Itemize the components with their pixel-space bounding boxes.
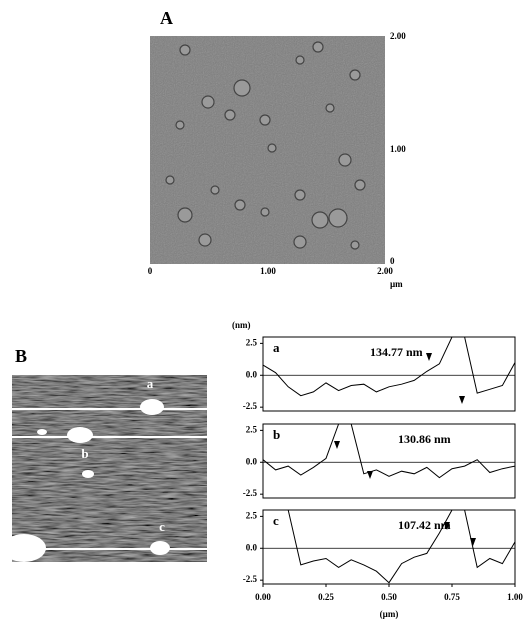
- x-label: (µm): [380, 609, 399, 619]
- x-tick-label: 0.25: [318, 592, 334, 602]
- scan-lines: [12, 408, 207, 550]
- afm-texture: [150, 36, 385, 264]
- panel-label: B: [15, 346, 27, 366]
- x-tick-label: 0.50: [381, 592, 397, 602]
- y-tick-label: -2.5: [243, 401, 258, 411]
- tick-label: 2.00: [377, 266, 393, 276]
- panel-letter: c: [273, 513, 279, 528]
- line-label: b: [81, 446, 88, 461]
- y-tick-label: 0.0: [246, 542, 258, 552]
- tick-label: 1.00: [260, 266, 276, 276]
- plot-frame: [262, 509, 516, 585]
- profile-line: [262, 336, 516, 397]
- annotation: 107.42 nm: [398, 518, 451, 532]
- y-tick-label: 0.0: [246, 456, 258, 466]
- plot-frame: [262, 423, 516, 499]
- panel-letter: a: [273, 340, 280, 355]
- x-tick-label: 1.00: [507, 592, 523, 602]
- tick-label: 0: [148, 266, 153, 276]
- profile-line: [263, 509, 516, 584]
- tick-label: 0: [390, 256, 395, 266]
- afm-texture: [12, 375, 207, 562]
- y-tick-label: -2.5: [243, 574, 258, 584]
- y-tick-label: 2.5: [246, 510, 258, 520]
- profile-line: [262, 423, 516, 479]
- x-tick-label: 0.75: [444, 592, 460, 602]
- panel-letter: b: [273, 427, 280, 442]
- line-label: c: [159, 519, 165, 534]
- y-tick-label: 2.5: [246, 424, 258, 434]
- tick-label: 2.00: [390, 31, 406, 41]
- panel-label: A: [160, 8, 173, 28]
- y-label: (nm): [232, 320, 251, 330]
- y-tick-label: 2.5: [246, 337, 258, 347]
- y-tick-label: 0.0: [246, 369, 258, 379]
- annotation: 134.77 nm: [370, 345, 423, 359]
- particles: [165, 41, 366, 250]
- x-tick-label: 0.00: [255, 592, 271, 602]
- annotation: 130.86 nm: [398, 432, 451, 446]
- y-tick-label: -2.5: [243, 488, 258, 498]
- arrows: [334, 353, 476, 546]
- tick-label: 1.00: [390, 144, 406, 154]
- unit: µm: [390, 279, 403, 289]
- plot-frame: [262, 336, 516, 412]
- axis-a: 2.00 1.00 0 0 1.00 2.00 µm: [148, 31, 407, 289]
- line-label: a: [147, 376, 154, 391]
- profile-plots: 2.5 0.0 -2.5 a 134.77 nm 2.5 0.0 -2.5 b 130.86 nm…: [243, 336, 523, 602]
